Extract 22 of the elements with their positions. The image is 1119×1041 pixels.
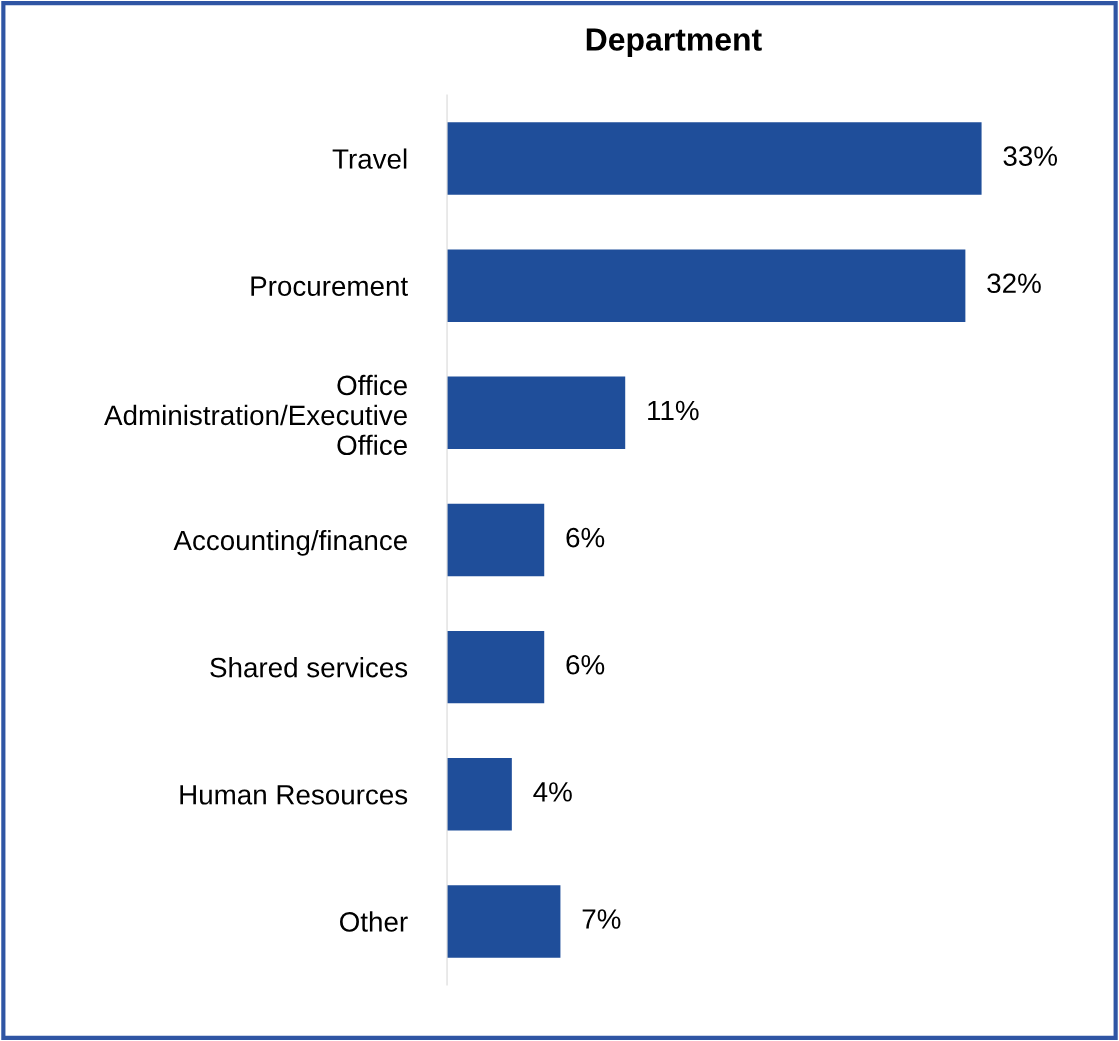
data-label: 6% bbox=[566, 527, 605, 548]
chart-title: Department bbox=[586, 28, 762, 58]
bar bbox=[447, 122, 982, 195]
y-tick-label: Other bbox=[340, 911, 408, 932]
data-label: 7% bbox=[582, 909, 621, 929]
y-tick-label: Human Resources bbox=[180, 785, 408, 805]
bar bbox=[447, 758, 512, 831]
y-tick-label: Accounting/finance bbox=[173, 529, 407, 556]
y-tick-label: Travel bbox=[332, 148, 407, 169]
data-label: 11% bbox=[648, 400, 699, 421]
y-tick-label: Procurement bbox=[251, 276, 408, 296]
data-label: 32% bbox=[987, 273, 1041, 294]
bar bbox=[447, 630, 545, 704]
y-tick-label: Shared services bbox=[210, 657, 408, 678]
data-label: 33% bbox=[1003, 146, 1058, 166]
data-label: 4% bbox=[533, 782, 572, 802]
bar bbox=[447, 249, 966, 322]
y-tick-label: Office Administration/Executive Office bbox=[104, 374, 407, 456]
bar bbox=[447, 885, 561, 958]
bar bbox=[447, 376, 626, 450]
bar bbox=[447, 503, 545, 577]
data-label: 6% bbox=[566, 654, 605, 675]
